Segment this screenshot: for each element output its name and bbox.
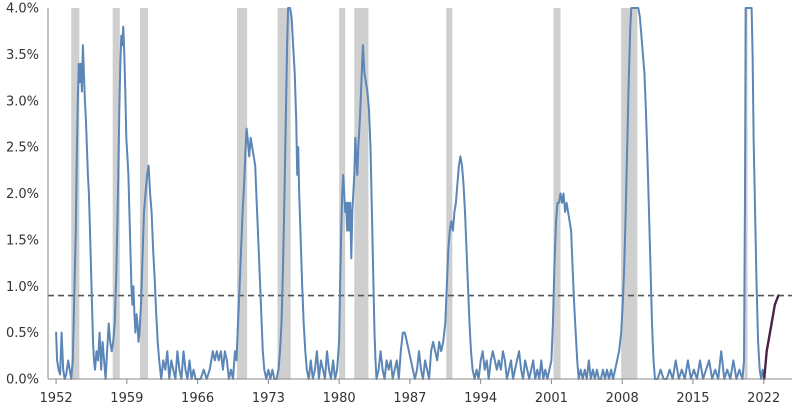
y-tick-label: 1.5% — [6, 233, 39, 248]
x-tick-label: 2015 — [676, 391, 709, 406]
x-tick-label: 2022 — [747, 391, 780, 406]
recession-band-0 — [71, 8, 80, 379]
recession-band-6 — [354, 8, 369, 379]
y-tick-label: 2.0% — [6, 187, 39, 202]
recession-band-7 — [446, 8, 453, 379]
x-tick-label: 2008 — [606, 391, 639, 406]
x-tick-label: 1952 — [40, 391, 73, 406]
x-tick-label: 1959 — [110, 391, 143, 406]
recession-band-8 — [553, 8, 561, 379]
y-tick-labels: 0.0% 0.5% 1.0% 1.5% 2.0% 2.5% 3.0% 3.5% 4.0% — [6, 2, 39, 388]
y-tick-label: 4.0% — [6, 2, 39, 17]
x-tick-label: 1987 — [393, 391, 426, 406]
recession-shading — [71, 8, 748, 379]
x-tick-label: 1973 — [252, 391, 285, 406]
recession-band-2 — [139, 8, 149, 379]
y-tick-label: 1.0% — [6, 280, 39, 295]
y-tick-label: 2.5% — [6, 141, 39, 156]
x-tick-label: 1966 — [181, 391, 214, 406]
axes — [47, 8, 792, 380]
recession-band-10 — [744, 8, 748, 379]
y-tick-label: 3.0% — [6, 94, 39, 109]
x-tick-label: 1994 — [464, 391, 497, 406]
series-line-1 — [763, 294, 780, 381]
y-tick-label: 3.5% — [6, 48, 39, 63]
recession-band-1 — [112, 8, 120, 379]
series-line-0 — [55, 7, 766, 380]
y-tick-label: 0.0% — [6, 373, 39, 388]
recession-band-3 — [237, 8, 248, 379]
x-tick-labels: 1952 1959 1966 1973 1980 1987 1994 2001 2008 2015… — [40, 379, 780, 406]
series-lines — [55, 7, 780, 381]
x-tick-label: 2001 — [535, 391, 568, 406]
y-tick-label: 0.5% — [6, 326, 39, 341]
x-tick-label: 1980 — [323, 391, 356, 406]
recession-band-9 — [621, 8, 638, 379]
